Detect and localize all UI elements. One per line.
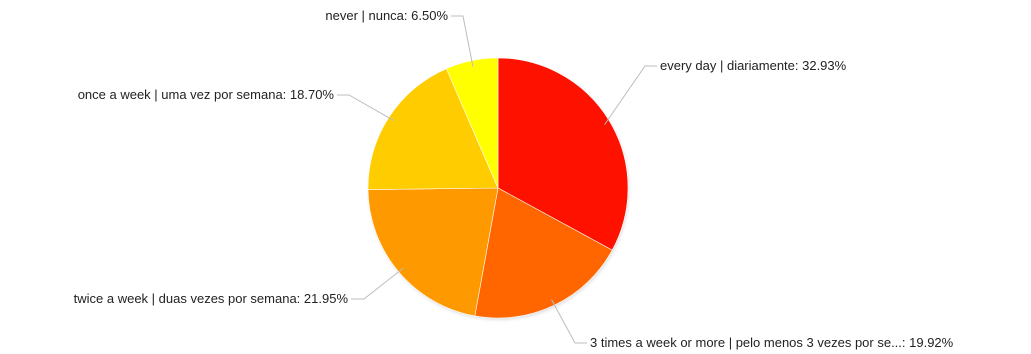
pie-slice: [367, 187, 499, 317]
slice-label: never | nunca: 6.50%: [325, 8, 448, 23]
leader-line: [337, 94, 395, 122]
slice-label: once a week | uma vez por semana: 18.70%: [78, 87, 335, 102]
pie-slices: [367, 57, 629, 319]
pie-slice: [497, 57, 629, 251]
slice-labels: every day | diariamente: 32.93% 3 times a…: [74, 8, 954, 350]
leader-line: [351, 267, 404, 300]
slice-label: every day | diariamente: 32.93%: [660, 58, 847, 73]
leader-lines: [337, 15, 657, 344]
leader-line: [604, 65, 657, 125]
leader-line: [451, 15, 474, 67]
slice-label: 3 times a week or more | pelo menos 3 ve…: [590, 335, 954, 350]
leader-line: [551, 299, 587, 344]
slice-label: twice a week | duas vezes por semana: 21…: [74, 291, 349, 306]
